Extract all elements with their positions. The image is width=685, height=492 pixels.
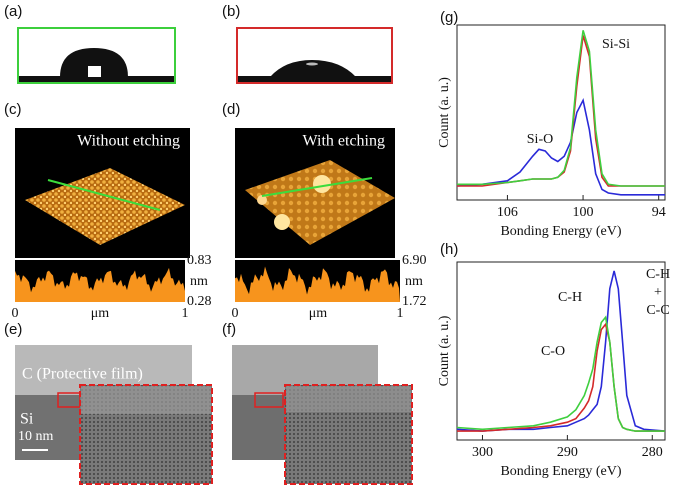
afm-title: With etching bbox=[303, 133, 385, 150]
x-tick-label: 290 bbox=[557, 445, 578, 460]
panel-label: (e) bbox=[4, 321, 22, 338]
y-axis-label: Count (a. u.) bbox=[437, 77, 452, 148]
x-tick-label: 280 bbox=[642, 445, 663, 460]
x-axis-label: Bonding Energy (eV) bbox=[500, 464, 621, 479]
profile-x-end: 1 bbox=[397, 306, 404, 321]
scale-bar-label: 10 nm bbox=[18, 429, 54, 444]
plot-frame bbox=[456, 261, 666, 441]
afm-image bbox=[15, 128, 190, 258]
profile-x-start: 0 bbox=[232, 306, 239, 321]
tem-image bbox=[232, 345, 413, 485]
contact-angle-image bbox=[17, 27, 176, 84]
x-tick-label: 106 bbox=[497, 205, 518, 220]
spectrum-line bbox=[457, 30, 665, 187]
panel-label: (a) bbox=[4, 3, 22, 20]
contact-angle-image bbox=[236, 27, 393, 84]
tem-film-label: C (Protective film) bbox=[22, 366, 143, 383]
panel-label: (f) bbox=[222, 321, 236, 338]
afm-image bbox=[235, 128, 395, 258]
spectrum-line bbox=[456, 97, 665, 196]
peak-annotation: C-O bbox=[541, 344, 565, 359]
profile-max: 6.90 bbox=[402, 253, 427, 268]
x-tick-label: 94 bbox=[652, 205, 666, 220]
profile-max: 0.83 bbox=[187, 253, 212, 268]
profile-x-start: 0 bbox=[12, 306, 19, 321]
y-axis-label: Count (a. u.) bbox=[437, 315, 452, 386]
profile-unit: nm bbox=[405, 274, 423, 289]
peak-annotation: + bbox=[654, 285, 662, 300]
peak-annotation: Si-O bbox=[527, 132, 553, 147]
profile-x-end: 1 bbox=[182, 306, 189, 321]
profile-unit: nm bbox=[190, 274, 208, 289]
peak-annotation: Si-Si bbox=[602, 37, 630, 52]
spectrum-line bbox=[456, 315, 665, 432]
tem-image bbox=[15, 345, 213, 485]
spectrum-line bbox=[456, 270, 666, 432]
height-profile bbox=[15, 260, 185, 302]
height-profile bbox=[235, 260, 400, 302]
panel-label: (g) bbox=[440, 9, 458, 26]
x-tick-label: 300 bbox=[472, 445, 493, 460]
peak-annotation: C-H bbox=[646, 267, 670, 282]
profile-min: 1.72 bbox=[402, 294, 427, 309]
plot-frame bbox=[456, 24, 666, 201]
peak-annotation: C-C bbox=[646, 303, 669, 318]
peak-annotation: C-H bbox=[558, 290, 582, 305]
profile-x-unit: μm bbox=[309, 306, 328, 321]
x-tick-label: 100 bbox=[573, 205, 594, 220]
tem-substrate-label: Si bbox=[20, 411, 34, 428]
spectrum-line bbox=[457, 322, 665, 432]
panel-label: (d) bbox=[222, 101, 240, 118]
panel-label: (c) bbox=[4, 101, 22, 118]
x-axis-label: Bonding Energy (eV) bbox=[500, 224, 621, 239]
profile-x-unit: μm bbox=[91, 306, 110, 321]
profile-min: 0.28 bbox=[187, 294, 212, 309]
panel-label: (b) bbox=[222, 3, 240, 20]
spectrum-line bbox=[457, 35, 665, 187]
panel-label: (h) bbox=[440, 241, 458, 258]
afm-title: Without etching bbox=[77, 133, 180, 150]
